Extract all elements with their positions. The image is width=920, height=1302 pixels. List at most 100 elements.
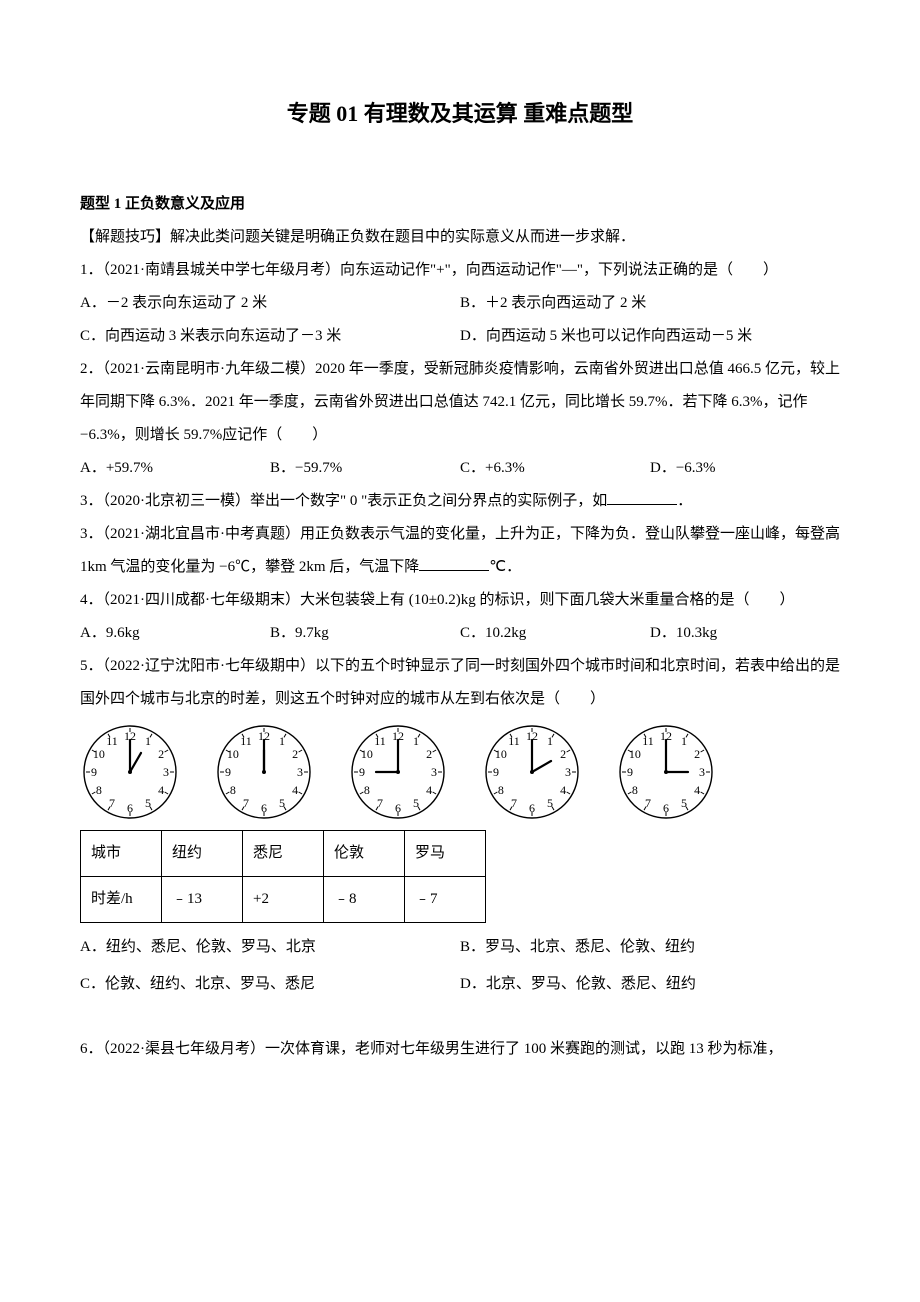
q3a-text: 3．（2020·北京初三一模）举出一个数字" 0 "表示正负之间分界点的实际例子… xyxy=(80,493,607,509)
clock-2: 121234567891011 xyxy=(214,722,314,822)
svg-text:1: 1 xyxy=(547,734,553,748)
svg-text:2: 2 xyxy=(158,747,164,761)
svg-text:11: 11 xyxy=(374,734,386,748)
clock-5: 121234567891011 xyxy=(616,722,716,822)
clock-1: 121234567891011 xyxy=(80,722,180,822)
svg-text:8: 8 xyxy=(230,783,236,797)
svg-text:11: 11 xyxy=(508,734,520,748)
cell: 伦敦 xyxy=(324,831,405,877)
cell: 纽约 xyxy=(162,831,243,877)
q5-opt-a: A．纽约、悉尼、伦敦、罗马、北京 xyxy=(80,929,460,966)
svg-text:8: 8 xyxy=(498,783,504,797)
svg-text:11: 11 xyxy=(240,734,252,748)
q1-opt-c: C．向西运动 3 米表示向东运动了－3 米 xyxy=(80,320,460,353)
svg-text:1: 1 xyxy=(279,734,285,748)
q3b-blank[interactable] xyxy=(419,555,489,571)
q3a-tail: ． xyxy=(677,493,692,509)
q3b-p2: ℃． xyxy=(489,559,521,575)
q4-options: A．9.6kg B．9.7kg C．10.2kg D．10.3kg xyxy=(80,617,840,650)
cell: 悉尼 xyxy=(243,831,324,877)
q5-clocks: 121234567891011 121234567891011 12123456… xyxy=(80,722,840,822)
q5-opt-c: C．伦敦、纽约、北京、罗马、悉尼 xyxy=(80,966,460,1003)
svg-text:5: 5 xyxy=(681,797,687,811)
svg-text:11: 11 xyxy=(642,734,654,748)
svg-text:2: 2 xyxy=(560,747,566,761)
q4-stem: 4．（2021·四川成都·七年级期末）大米包装袋上有 (10±0.2)kg 的标… xyxy=(80,584,840,617)
cell: 罗马 xyxy=(405,831,486,877)
svg-text:10: 10 xyxy=(361,747,373,761)
svg-text:3: 3 xyxy=(565,765,571,779)
q5-options: A．纽约、悉尼、伦敦、罗马、北京 B．罗马、北京、悉尼、伦敦、纽约 C．伦敦、纽… xyxy=(80,929,840,1003)
q4-opt-b: B．9.7kg xyxy=(270,617,460,650)
svg-text:9: 9 xyxy=(91,765,97,779)
svg-text:3: 3 xyxy=(297,765,303,779)
q2-opt-a: A．+59.7% xyxy=(80,452,270,485)
q5-table: 城市 纽约 悉尼 伦敦 罗马 时差/h ﹣13 +2 ﹣8 ﹣7 xyxy=(80,830,486,923)
q4-opt-c: C．10.2kg xyxy=(460,617,650,650)
svg-text:4: 4 xyxy=(292,783,298,797)
section-1-tip: 【解题技巧】解决此类问题关键是明确正负数在题目中的实际意义从而进一步求解． xyxy=(80,221,840,254)
svg-text:7: 7 xyxy=(243,797,249,811)
q5-opt-d: D．北京、罗马、伦敦、悉尼、纽约 xyxy=(460,966,840,1003)
table-row: 城市 纽约 悉尼 伦敦 罗马 xyxy=(81,831,486,877)
svg-text:2: 2 xyxy=(292,747,298,761)
svg-text:8: 8 xyxy=(632,783,638,797)
q3a: 3．（2020·北京初三一模）举出一个数字" 0 "表示正负之间分界点的实际例子… xyxy=(80,485,840,518)
q2-stem: 2．（2021·云南昆明市·九年级二模）2020 年一季度，受新冠肺炎疫情影响，… xyxy=(80,353,840,452)
svg-text:1: 1 xyxy=(413,734,419,748)
svg-text:5: 5 xyxy=(145,797,151,811)
clock-3: 121234567891011 xyxy=(348,722,448,822)
svg-text:2: 2 xyxy=(426,747,432,761)
q4-opt-d: D．10.3kg xyxy=(650,617,840,650)
q2-options: A．+59.7% B．−59.7% C．+6.3% D．−6.3% xyxy=(80,452,840,485)
svg-text:10: 10 xyxy=(629,747,641,761)
q1-opt-a: A．－2 表示向东运动了 2 米 xyxy=(80,287,460,320)
q1-stem: 1．（2021·南靖县城关中学七年级月考）向东运动记作"+"，向西运动记作"—"… xyxy=(80,254,840,287)
section-1-head: 题型 1 正负数意义及应用 xyxy=(80,188,840,221)
svg-text:8: 8 xyxy=(364,783,370,797)
q4-opt-a: A．9.6kg xyxy=(80,617,270,650)
svg-text:10: 10 xyxy=(495,747,507,761)
svg-text:1: 1 xyxy=(145,734,151,748)
svg-text:5: 5 xyxy=(547,797,553,811)
svg-text:8: 8 xyxy=(96,783,102,797)
clock-4: 121234567891011 xyxy=(482,722,582,822)
svg-text:9: 9 xyxy=(359,765,365,779)
q1-opt-b: B．＋2 表示向西运动了 2 米 xyxy=(460,287,840,320)
svg-text:3: 3 xyxy=(163,765,169,779)
table-row: 时差/h ﹣13 +2 ﹣8 ﹣7 xyxy=(81,877,486,923)
svg-text:10: 10 xyxy=(227,747,239,761)
q2-opt-b: B．−59.7% xyxy=(270,452,460,485)
svg-text:4: 4 xyxy=(694,783,700,797)
svg-text:4: 4 xyxy=(560,783,566,797)
svg-text:10: 10 xyxy=(93,747,105,761)
svg-text:7: 7 xyxy=(109,797,115,811)
svg-text:4: 4 xyxy=(158,783,164,797)
svg-text:5: 5 xyxy=(413,797,419,811)
cell: ﹣8 xyxy=(324,877,405,923)
svg-text:3: 3 xyxy=(699,765,705,779)
svg-text:9: 9 xyxy=(225,765,231,779)
q1-options: A．－2 表示向东运动了 2 米 B．＋2 表示向西运动了 2 米 C．向西运动… xyxy=(80,287,840,353)
q2-opt-c: C．+6.3% xyxy=(460,452,650,485)
cell: ﹣13 xyxy=(162,877,243,923)
page-title: 专题 01 有理数及其运算 重难点题型 xyxy=(80,90,840,138)
cell: 城市 xyxy=(81,831,162,877)
svg-text:7: 7 xyxy=(511,797,517,811)
q5-stem: 5．（2022·辽宁沈阳市·七年级期中）以下的五个时钟显示了同一时刻国外四个城市… xyxy=(80,650,840,716)
svg-text:1: 1 xyxy=(681,734,687,748)
q6-stem: 6．（2022·渠县七年级月考）一次体育课，老师对七年级男生进行了 100 米赛… xyxy=(80,1033,840,1066)
svg-text:7: 7 xyxy=(645,797,651,811)
svg-text:11: 11 xyxy=(106,734,118,748)
cell: 时差/h xyxy=(81,877,162,923)
svg-text:2: 2 xyxy=(694,747,700,761)
q2-opt-d: D．−6.3% xyxy=(650,452,840,485)
q3a-blank[interactable] xyxy=(607,489,677,505)
q5-opt-b: B．罗马、北京、悉尼、伦敦、纽约 xyxy=(460,929,840,966)
svg-text:3: 3 xyxy=(431,765,437,779)
cell: +2 xyxy=(243,877,324,923)
svg-text:4: 4 xyxy=(426,783,432,797)
svg-text:9: 9 xyxy=(493,765,499,779)
svg-text:5: 5 xyxy=(279,797,285,811)
svg-text:9: 9 xyxy=(627,765,633,779)
